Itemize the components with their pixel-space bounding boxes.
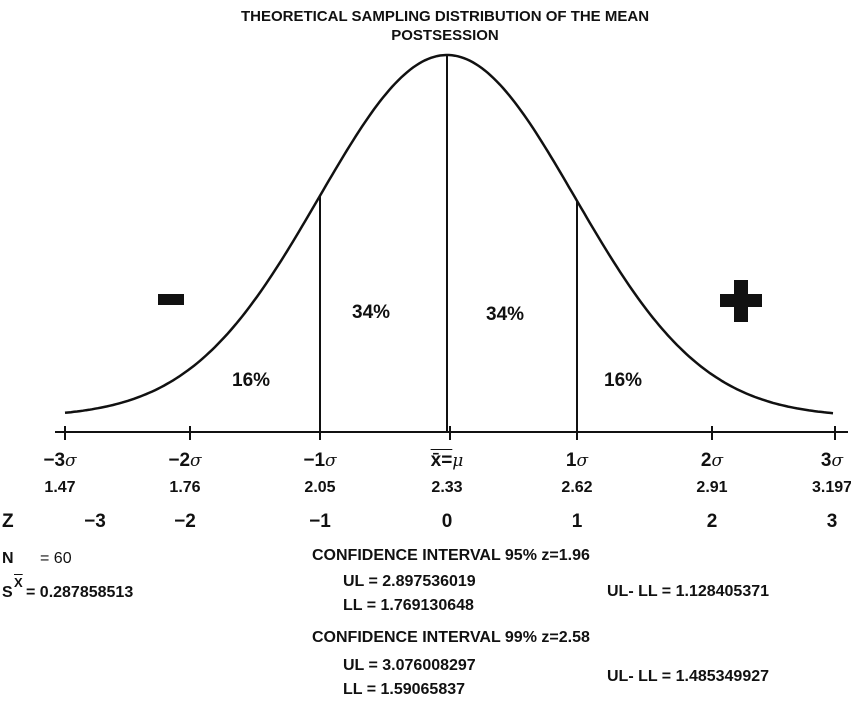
sigma-multiple: 2 bbox=[700, 450, 712, 471]
chart-title-line2: POSTSESSION bbox=[391, 27, 499, 44]
sigma-symbol: σ bbox=[325, 451, 337, 471]
z-value-label: 1 bbox=[571, 511, 583, 532]
n-label: N bbox=[2, 550, 14, 567]
z-value-label: −1 bbox=[309, 511, 331, 532]
sigma-label: −3σ bbox=[43, 450, 76, 472]
z-value-label: 0 bbox=[441, 511, 453, 532]
se-label: S bbox=[2, 584, 13, 601]
sigma-symbol: σ bbox=[711, 451, 724, 471]
ci95-ll: LL = 1.769130648 bbox=[343, 597, 474, 614]
chart-title-line1: THEORETICAL SAMPLING DISTRIBUTION OF THE… bbox=[240, 8, 650, 25]
area-label: 34% bbox=[486, 304, 525, 325]
sigma-label: x̄=μ bbox=[431, 450, 464, 472]
sigma-symbol: σ bbox=[190, 451, 202, 471]
sigma-label: 2σ bbox=[701, 450, 723, 472]
mean-value-label: 1.47 bbox=[44, 479, 76, 496]
z-value-label: 3 bbox=[826, 511, 838, 532]
area-label: 16% bbox=[232, 370, 271, 391]
ci95-ul: UL = 2.897536019 bbox=[343, 573, 476, 590]
mean-value-label: 2.05 bbox=[304, 479, 336, 496]
mean-value-label: 3.197 bbox=[811, 479, 851, 496]
ci99-ll: LL = 1.59065837 bbox=[343, 681, 466, 698]
minus-sign bbox=[158, 294, 184, 305]
sigma-label: −2σ bbox=[168, 450, 201, 472]
z-axis-label: Z bbox=[2, 511, 14, 532]
ci95-diff: UL- LL = 1.128405371 bbox=[607, 583, 770, 600]
n-value: = 60 bbox=[40, 550, 72, 567]
z-value-label: 2 bbox=[706, 511, 718, 532]
sigma-symbol: σ bbox=[576, 451, 589, 471]
sigma-label: −1σ bbox=[303, 450, 336, 472]
ci99-ul: UL = 3.076008297 bbox=[343, 657, 476, 674]
z-value-label: −3 bbox=[84, 511, 106, 532]
sigma-label: 3σ bbox=[821, 450, 843, 472]
sigma-multiple: 3 bbox=[820, 450, 832, 471]
sigma-multiple: 1 bbox=[565, 450, 577, 471]
mean-value-label: 2.33 bbox=[431, 479, 463, 496]
se-value: = 0.287858513 bbox=[26, 584, 134, 601]
sigma-multiple: −2 bbox=[168, 450, 191, 471]
se-xbar: X bbox=[14, 575, 23, 590]
plus-sign bbox=[720, 280, 762, 322]
ci95-heading: CONFIDENCE INTERVAL 95% z=1.96 bbox=[312, 547, 590, 564]
area-label: 16% bbox=[604, 370, 643, 391]
sigma-multiple: −3 bbox=[43, 450, 66, 471]
ci99-heading: CONFIDENCE INTERVAL 99% z=2.58 bbox=[312, 629, 590, 646]
area-label: 34% bbox=[352, 302, 391, 323]
sigma-label: 1σ bbox=[566, 450, 588, 472]
mean-value-label: 2.62 bbox=[561, 479, 593, 496]
normal-curve bbox=[64, 53, 834, 415]
sigma-symbol: σ bbox=[831, 451, 844, 471]
sigma-symbol: σ bbox=[65, 451, 77, 471]
mean-value-label: 2.91 bbox=[696, 479, 728, 496]
mu-symbol: μ bbox=[452, 451, 464, 471]
z-value-label: −2 bbox=[174, 511, 196, 532]
sigma-multiple: −1 bbox=[303, 450, 326, 471]
ci99-diff: UL- LL = 1.485349927 bbox=[607, 668, 770, 685]
sigma-multiple: x̄= bbox=[430, 450, 453, 471]
mean-value-label: 1.76 bbox=[169, 479, 201, 496]
